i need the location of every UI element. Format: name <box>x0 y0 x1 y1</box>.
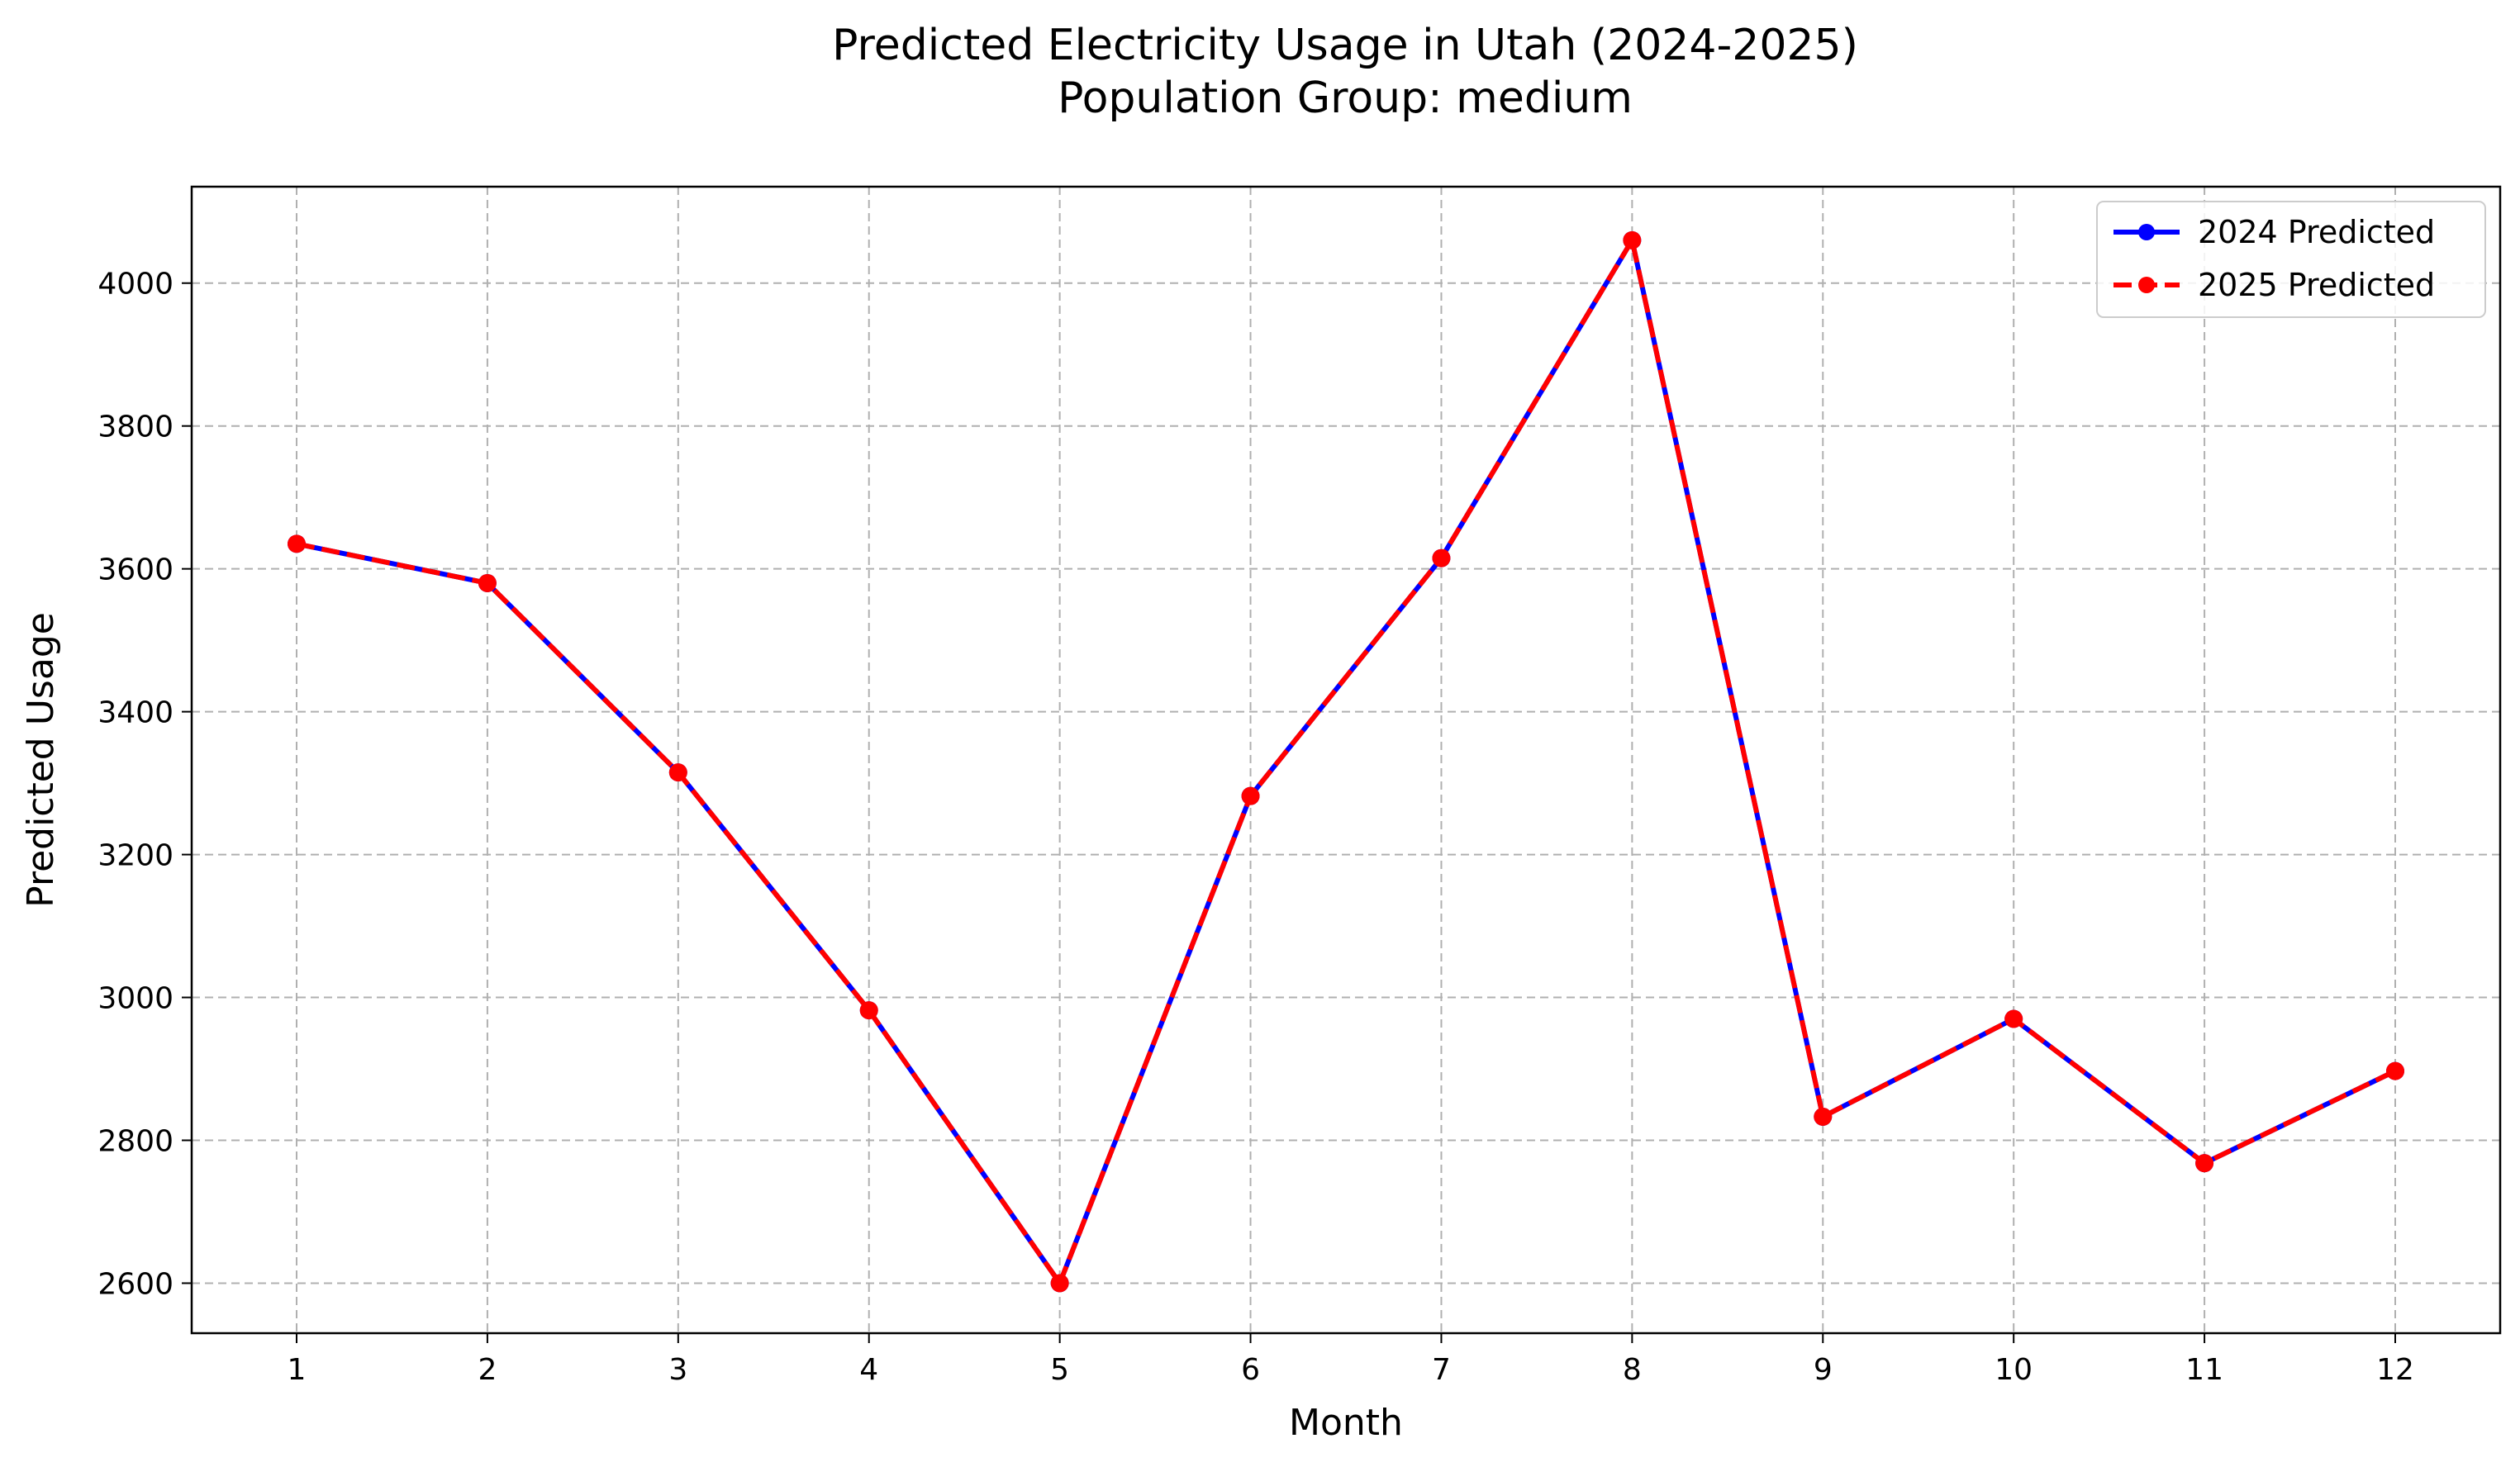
x-tick-label: 1 <box>288 1353 307 1387</box>
x-tick-label: 12 <box>2376 1353 2414 1387</box>
legend-marker-2025 <box>2138 277 2155 293</box>
data-point <box>1623 230 1642 249</box>
x-axis-label: Month <box>1289 1402 1403 1444</box>
data-point <box>2386 1061 2404 1080</box>
data-point <box>2195 1154 2214 1173</box>
y-axis-ticks: 2600 2800 3000 3200 3400 3600 3800 4000 <box>97 268 192 1301</box>
x-tick-label: 4 <box>859 1353 878 1387</box>
legend-label-2025: 2025 Predicted <box>2198 267 2435 303</box>
x-tick-label: 7 <box>1432 1353 1451 1387</box>
legend-label-2024: 2024 Predicted <box>2198 214 2435 250</box>
legend-marker-2024 <box>2138 224 2155 240</box>
data-point <box>1241 786 1260 805</box>
data-point <box>1432 548 1451 567</box>
x-tick-label: 8 <box>1623 1353 1642 1387</box>
series-layer <box>288 230 2404 1293</box>
x-tick-label: 5 <box>1050 1353 1069 1387</box>
data-point <box>2004 1009 2023 1028</box>
data-point <box>859 1001 878 1020</box>
data-point <box>288 534 306 553</box>
x-tick-label: 6 <box>1241 1353 1260 1387</box>
y-tick-label: 3400 <box>97 696 174 730</box>
legend-box <box>2096 201 2486 318</box>
y-tick-label: 4000 <box>97 268 174 301</box>
y-tick-label: 2600 <box>97 1267 174 1301</box>
legend: 2024 Predicted 2025 Predicted <box>2096 201 2486 318</box>
chart-title: Predicted Electricity Usage in Utah (202… <box>832 21 1858 70</box>
data-point <box>1050 1274 1069 1293</box>
x-tick-label: 2 <box>478 1353 497 1387</box>
chart-subtitle: Population Group: medium <box>1058 74 1633 123</box>
data-point <box>668 763 687 782</box>
plot-frame <box>190 185 2502 1335</box>
x-axis-ticks: 1 2 3 4 5 6 7 8 9 10 11 12 <box>288 1333 2414 1387</box>
series-line <box>296 237 2397 1286</box>
grid-lines <box>192 187 2500 1333</box>
y-tick-label: 2800 <box>97 1125 174 1159</box>
y-tick-label: 3800 <box>97 411 174 444</box>
data-point <box>478 573 497 592</box>
y-tick-label: 3200 <box>97 839 174 873</box>
x-tick-label: 11 <box>2185 1353 2223 1387</box>
x-tick-label: 3 <box>668 1353 687 1387</box>
y-tick-label: 3000 <box>97 982 174 1016</box>
y-axis-label: Predicted Usage <box>20 612 62 908</box>
x-tick-label: 10 <box>1995 1353 2033 1387</box>
y-tick-label: 3600 <box>97 553 174 587</box>
data-point <box>1814 1107 1833 1126</box>
x-tick-label: 9 <box>1814 1353 1833 1387</box>
series-line <box>296 237 2397 1286</box>
